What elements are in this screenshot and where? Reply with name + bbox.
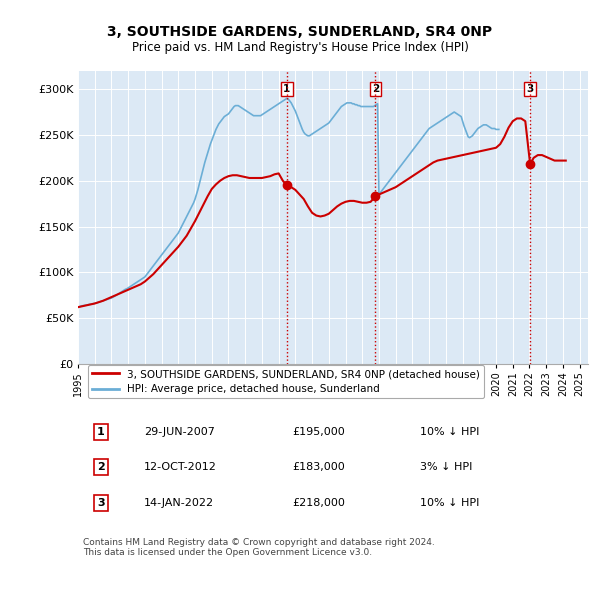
Text: £218,000: £218,000 <box>292 498 345 508</box>
Text: 3: 3 <box>527 84 534 94</box>
Text: 1: 1 <box>97 427 105 437</box>
Text: 3: 3 <box>97 498 105 508</box>
Text: 1: 1 <box>283 84 290 94</box>
Text: 10% ↓ HPI: 10% ↓ HPI <box>420 427 479 437</box>
Text: 3, SOUTHSIDE GARDENS, SUNDERLAND, SR4 0NP: 3, SOUTHSIDE GARDENS, SUNDERLAND, SR4 0N… <box>107 25 493 40</box>
Text: £195,000: £195,000 <box>292 427 345 437</box>
Text: 29-JUN-2007: 29-JUN-2007 <box>145 427 215 437</box>
Legend: 3, SOUTHSIDE GARDENS, SUNDERLAND, SR4 0NP (detached house), HPI: Average price, : 3, SOUTHSIDE GARDENS, SUNDERLAND, SR4 0N… <box>88 365 484 398</box>
Text: 2: 2 <box>97 462 105 472</box>
Text: £183,000: £183,000 <box>292 462 345 472</box>
Text: 12-OCT-2012: 12-OCT-2012 <box>145 462 217 472</box>
Text: 3% ↓ HPI: 3% ↓ HPI <box>420 462 472 472</box>
Text: Price paid vs. HM Land Registry's House Price Index (HPI): Price paid vs. HM Land Registry's House … <box>131 41 469 54</box>
Text: 10% ↓ HPI: 10% ↓ HPI <box>420 498 479 508</box>
Text: Contains HM Land Registry data © Crown copyright and database right 2024.
This d: Contains HM Land Registry data © Crown c… <box>83 538 435 558</box>
Text: 2: 2 <box>371 84 379 94</box>
Text: 14-JAN-2022: 14-JAN-2022 <box>145 498 214 508</box>
